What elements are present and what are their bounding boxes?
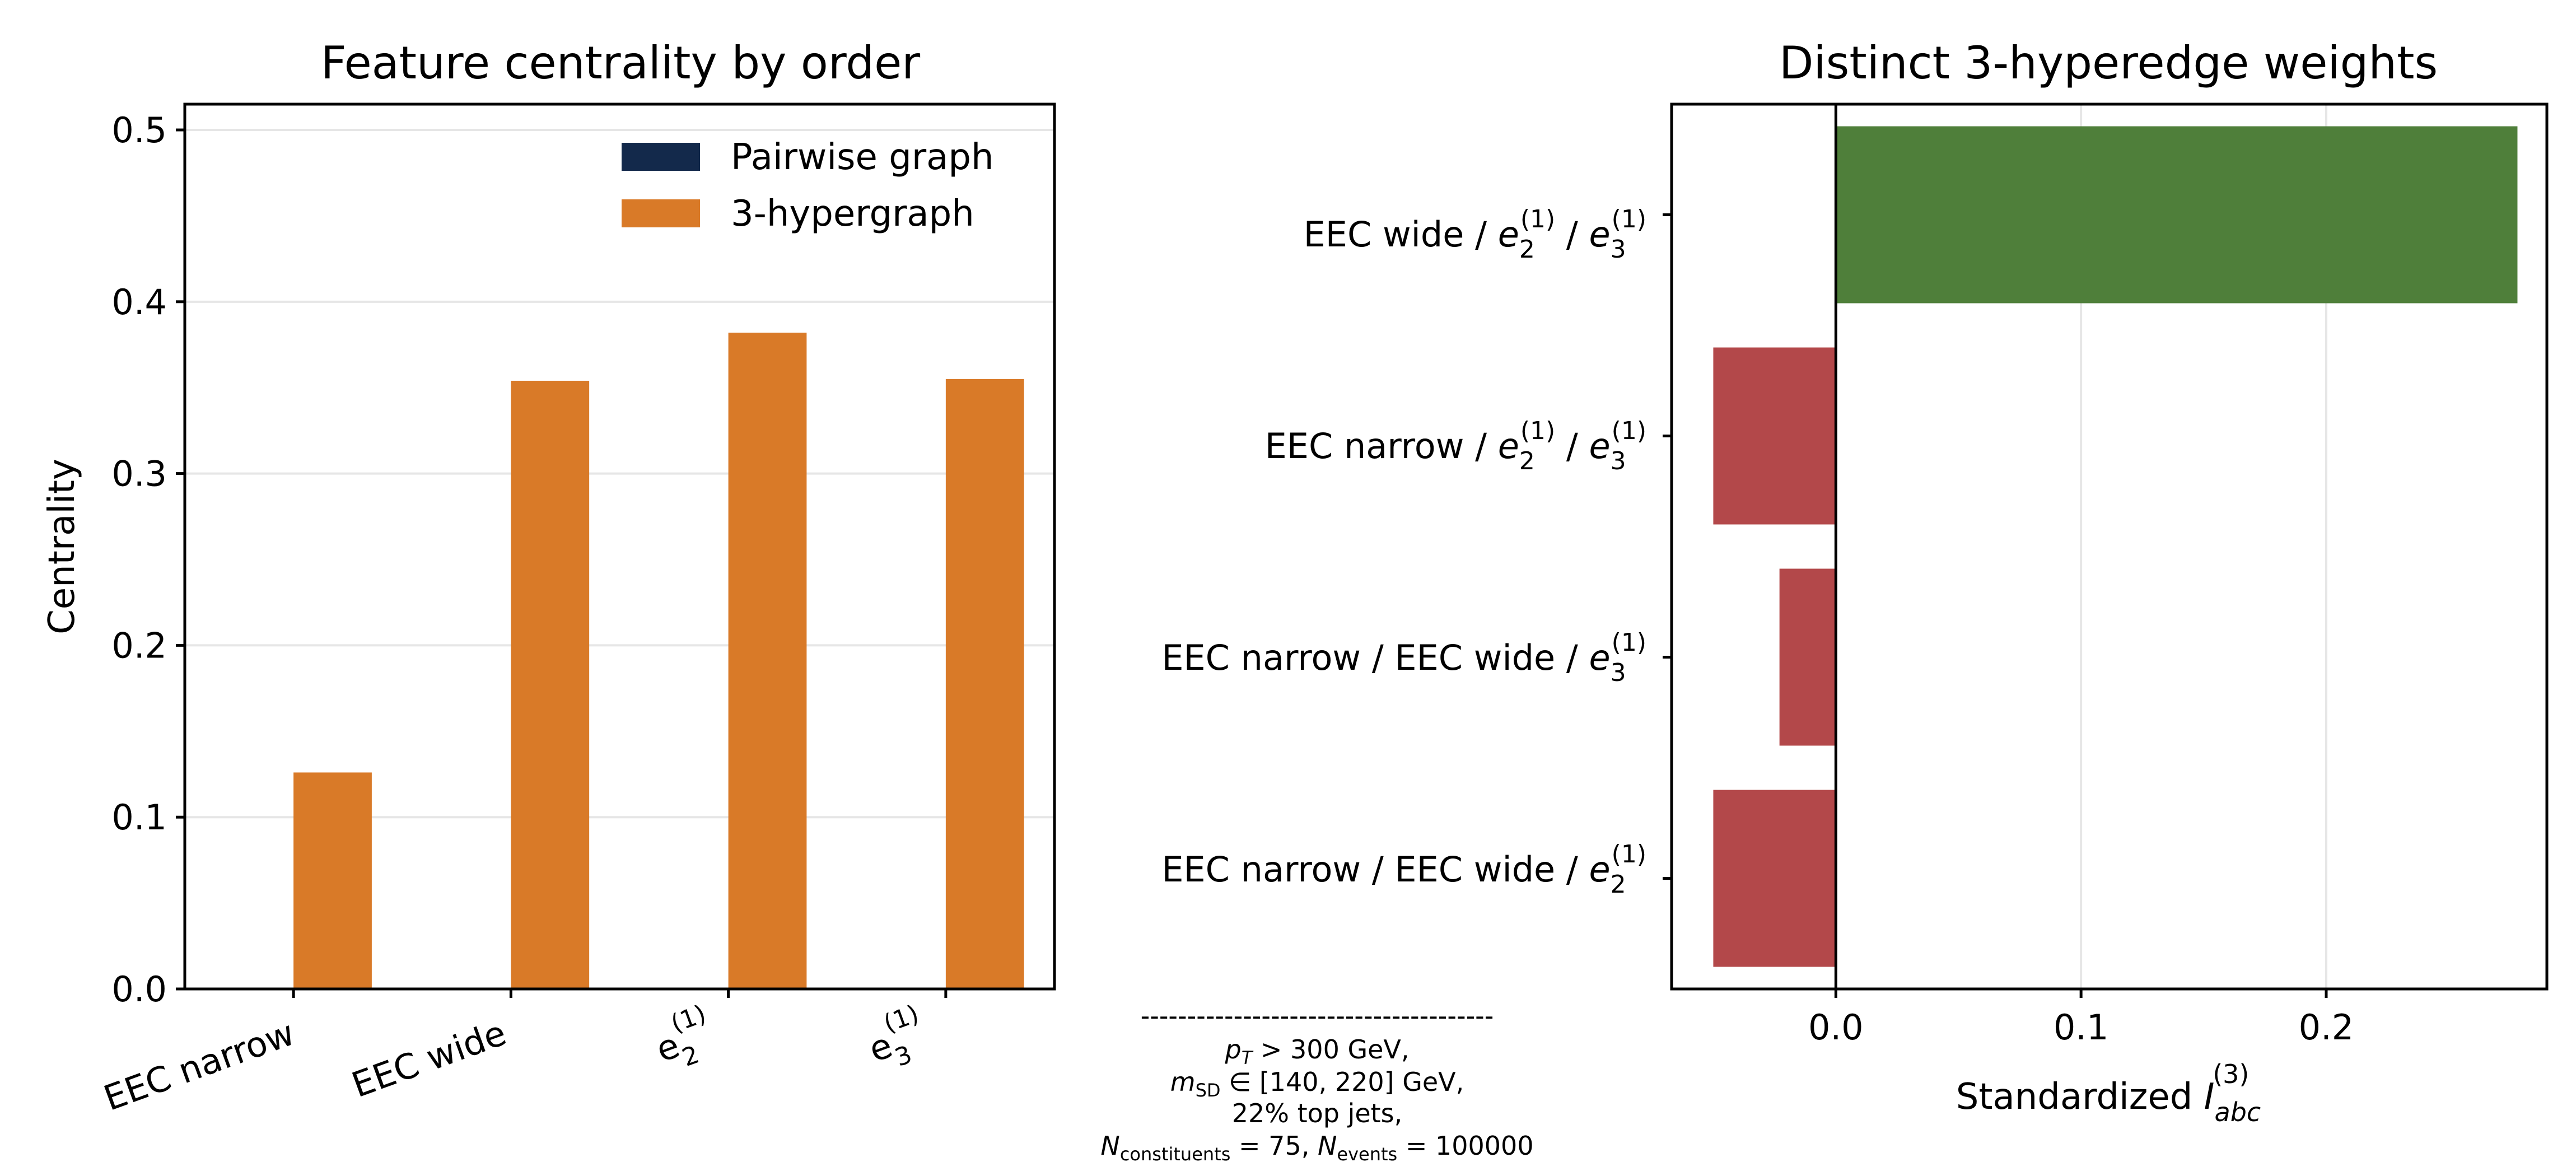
hyperedge-chart: Distinct 3-hyperedge weights 0.0 0.1 0.2 E… (1161, 37, 2549, 1127)
note-line-pt: pT > 300 GeV, (1225, 1034, 1410, 1068)
note-line-topjets: 22% top jets, (1232, 1098, 1403, 1128)
right-x-ticks: 0.0 0.1 0.2 (1808, 989, 2354, 1048)
legend: Pairwise graph 3-hypergraph (622, 137, 994, 235)
left-y-tick-label: 0.5 (111, 110, 167, 151)
left-bars (293, 333, 1024, 989)
y-tick-label-eec-narrow-wide-e3: EEC narrow / EEC wide / e3(1) (1161, 628, 1646, 687)
centrality-chart: Feature centrality by order 0.0 0.1 0.2 0.3… (41, 37, 1056, 1119)
note-separator: -------------------------------------- (1141, 1001, 1494, 1031)
left-gridlines (185, 129, 1054, 819)
hyperedge-bar (1713, 790, 1836, 967)
right-x-axis-label: Standardized Iabc(3) (1956, 1059, 2261, 1127)
svg-text:EEC narrow: EEC narrow (99, 1012, 300, 1118)
bar-hypergraph (293, 772, 372, 989)
right-y-ticks (1663, 213, 1672, 880)
bar-hypergraph (511, 380, 590, 989)
left-chart-title: Feature centrality by order (321, 37, 921, 89)
x-tick-label-eec-narrow: EEC narrow (99, 1012, 300, 1118)
left-y-ticks: 0.0 0.1 0.2 0.3 0.4 0.5 (111, 110, 185, 1010)
left-y-tick-label: 0.3 (111, 454, 167, 494)
note-line-counts: Nconstituents = 75, Nevents = 100000 (1100, 1131, 1533, 1165)
legend-swatch-pairwise (622, 143, 700, 171)
right-x-tick-label: 0.0 (1808, 1007, 1864, 1048)
y-tick-label-eec-narrow-wide-e2: EEC narrow / EEC wide / e2(1) (1161, 840, 1646, 899)
hyperedge-bar (1779, 568, 1836, 746)
right-chart-title: Distinct 3-hyperedge weights (1779, 37, 2438, 89)
left-y-tick-label: 0.4 (111, 282, 167, 323)
left-y-tick-label: 0.1 (111, 797, 167, 838)
x-tick-label-e2: e2(1) (646, 1000, 722, 1080)
left-y-axis-label: Centrality (41, 459, 83, 634)
bar-hypergraph (945, 379, 1024, 989)
bar-hypergraph (728, 333, 807, 989)
legend-label-pairwise: Pairwise graph (731, 137, 994, 178)
x-tick-label-e3: e3(1) (859, 1000, 935, 1080)
right-bars (1713, 126, 2518, 967)
right-x-tick-label: 0.2 (2299, 1007, 2354, 1048)
left-x-ticks (292, 989, 948, 998)
svg-text:e3(1): e3(1) (859, 1000, 935, 1080)
left-y-tick-label: 0.2 (111, 625, 167, 666)
svg-text:EEC wide: EEC wide (347, 1012, 511, 1105)
hyperedge-bar (1836, 126, 2518, 304)
left-plot-frame (183, 102, 1056, 991)
hyperedge-bar (1713, 347, 1836, 525)
svg-text:e2(1): e2(1) (646, 1000, 722, 1080)
y-tick-label-eec-narrow-e2-e3: EEC narrow / e2(1) / e3(1) (1265, 417, 1646, 475)
legend-swatch-hyper (622, 199, 700, 227)
x-tick-label-eec-wide: EEC wide (347, 1012, 511, 1105)
legend-label-hyper: 3-hypergraph (731, 193, 974, 235)
right-plot-frame (1670, 102, 2549, 991)
selection-note: -------------------------------------- p… (1100, 1001, 1533, 1165)
left-y-tick-label: 0.0 (111, 969, 167, 1010)
note-line-msd: mSD ∈ [140, 220] GeV, (1170, 1067, 1464, 1101)
y-tick-label-eec-wide-e2-e3: EEC wide / e2(1) / e3(1) (1304, 205, 1646, 264)
right-x-tick-label: 0.1 (2054, 1007, 2109, 1048)
